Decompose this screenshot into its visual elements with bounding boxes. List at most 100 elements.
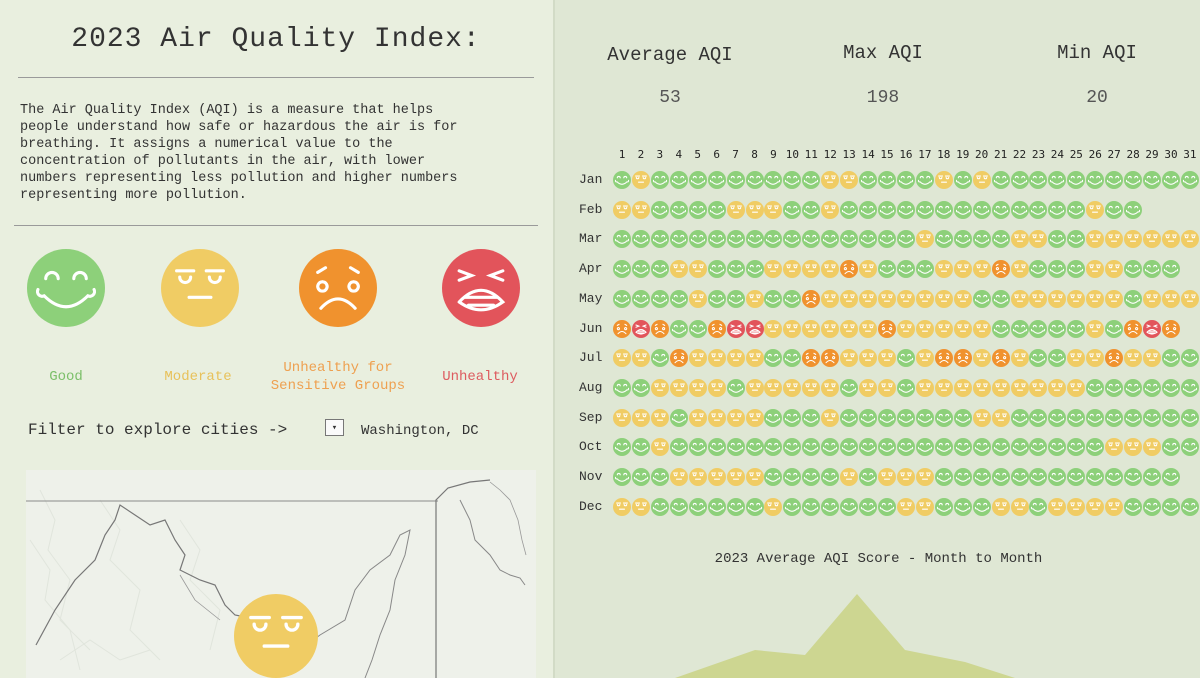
selected-city[interactable]: Washington, DC	[361, 423, 479, 439]
day-aqi-moderate-icon[interactable]	[878, 378, 897, 397]
day-aqi-good-icon[interactable]	[688, 230, 707, 249]
day-aqi-good-icon[interactable]	[707, 289, 726, 308]
day-aqi-usg-icon[interactable]	[802, 289, 821, 308]
day-aqi-good-icon[interactable]	[991, 200, 1010, 219]
day-aqi-good-icon[interactable]	[783, 438, 802, 457]
day-aqi-good-icon[interactable]	[1029, 408, 1048, 427]
day-aqi-good-icon[interactable]	[859, 230, 878, 249]
day-aqi-good-icon[interactable]	[745, 171, 764, 189]
day-aqi-good-icon[interactable]	[859, 200, 878, 219]
day-aqi-good-icon[interactable]	[934, 497, 953, 516]
day-aqi-moderate-icon[interactable]	[915, 319, 934, 338]
day-aqi-good-icon[interactable]	[764, 438, 783, 457]
day-aqi-good-icon[interactable]	[802, 200, 821, 219]
day-aqi-moderate-icon[interactable]	[1067, 378, 1086, 397]
day-aqi-moderate-icon[interactable]	[821, 408, 840, 427]
day-aqi-moderate-icon[interactable]	[1105, 438, 1124, 457]
day-aqi-moderate-icon[interactable]	[764, 319, 783, 338]
day-aqi-usg-icon[interactable]	[1105, 349, 1124, 368]
day-aqi-good-icon[interactable]	[1029, 468, 1048, 486]
day-aqi-moderate-icon[interactable]	[840, 349, 859, 368]
day-aqi-good-icon[interactable]	[707, 438, 726, 457]
day-aqi-moderate-icon[interactable]	[972, 349, 991, 368]
day-aqi-good-icon[interactable]	[1067, 468, 1086, 486]
day-aqi-moderate-icon[interactable]	[631, 408, 650, 427]
day-aqi-good-icon[interactable]	[1067, 438, 1086, 457]
day-aqi-good-icon[interactable]	[840, 200, 859, 219]
day-aqi-moderate-icon[interactable]	[1010, 378, 1029, 397]
day-aqi-good-icon[interactable]	[707, 497, 726, 516]
day-aqi-moderate-icon[interactable]	[1010, 497, 1029, 516]
city-aqi-marker[interactable]	[234, 594, 318, 678]
day-aqi-good-icon[interactable]	[1143, 497, 1162, 516]
day-aqi-good-icon[interactable]	[1124, 468, 1143, 486]
day-aqi-usg-icon[interactable]	[669, 349, 688, 368]
day-aqi-good-icon[interactable]	[726, 171, 745, 189]
day-aqi-moderate-icon[interactable]	[1086, 319, 1105, 338]
day-aqi-moderate-icon[interactable]	[669, 378, 688, 397]
day-aqi-good-icon[interactable]	[1010, 468, 1029, 486]
day-aqi-good-icon[interactable]	[764, 408, 783, 427]
day-aqi-good-icon[interactable]	[934, 468, 953, 486]
day-aqi-moderate-icon[interactable]	[745, 468, 764, 486]
day-aqi-unhealthy-icon[interactable]	[726, 319, 745, 338]
day-aqi-good-icon[interactable]	[1048, 438, 1067, 457]
day-aqi-moderate-icon[interactable]	[1048, 378, 1067, 397]
day-aqi-good-icon[interactable]	[631, 468, 650, 486]
day-aqi-good-icon[interactable]	[1029, 349, 1048, 368]
day-aqi-good-icon[interactable]	[915, 408, 934, 427]
day-aqi-good-icon[interactable]	[1048, 260, 1067, 279]
day-aqi-moderate-icon[interactable]	[613, 408, 631, 427]
day-aqi-moderate-icon[interactable]	[1105, 497, 1124, 516]
day-aqi-good-icon[interactable]	[1161, 408, 1180, 427]
day-aqi-moderate-icon[interactable]	[991, 378, 1010, 397]
day-aqi-good-icon[interactable]	[764, 171, 783, 189]
day-aqi-moderate-icon[interactable]	[1180, 230, 1199, 249]
day-aqi-moderate-icon[interactable]	[934, 378, 953, 397]
day-aqi-good-icon[interactable]	[896, 438, 915, 457]
day-aqi-moderate-icon[interactable]	[669, 468, 688, 486]
day-aqi-unhealthy-icon[interactable]	[1143, 319, 1162, 338]
day-aqi-good-icon[interactable]	[991, 289, 1010, 308]
day-aqi-good-icon[interactable]	[1180, 349, 1199, 368]
day-aqi-good-icon[interactable]	[821, 468, 840, 486]
day-aqi-good-icon[interactable]	[1029, 438, 1048, 457]
day-aqi-good-icon[interactable]	[991, 319, 1010, 338]
day-aqi-good-icon[interactable]	[1010, 438, 1029, 457]
day-aqi-good-icon[interactable]	[878, 438, 897, 457]
day-aqi-moderate-icon[interactable]	[726, 408, 745, 427]
day-aqi-moderate-icon[interactable]	[972, 260, 991, 279]
day-aqi-good-icon[interactable]	[821, 438, 840, 457]
day-aqi-moderate-icon[interactable]	[802, 378, 821, 397]
day-aqi-moderate-icon[interactable]	[745, 200, 764, 219]
day-aqi-good-icon[interactable]	[821, 497, 840, 516]
day-aqi-good-icon[interactable]	[1010, 171, 1029, 189]
day-aqi-moderate-icon[interactable]	[745, 408, 764, 427]
day-aqi-moderate-icon[interactable]	[783, 319, 802, 338]
day-aqi-moderate-icon[interactable]	[915, 378, 934, 397]
day-aqi-moderate-icon[interactable]	[821, 260, 840, 279]
day-aqi-good-icon[interactable]	[878, 408, 897, 427]
day-aqi-good-icon[interactable]	[669, 200, 688, 219]
day-aqi-good-icon[interactable]	[688, 319, 707, 338]
day-aqi-good-icon[interactable]	[859, 438, 878, 457]
day-aqi-usg-icon[interactable]	[991, 260, 1010, 279]
day-aqi-good-icon[interactable]	[669, 319, 688, 338]
day-aqi-good-icon[interactable]	[802, 408, 821, 427]
day-aqi-good-icon[interactable]	[840, 497, 859, 516]
day-aqi-good-icon[interactable]	[1143, 260, 1162, 279]
day-aqi-usg-icon[interactable]	[991, 349, 1010, 368]
day-aqi-good-icon[interactable]	[613, 171, 631, 189]
day-aqi-good-icon[interactable]	[1048, 349, 1067, 368]
day-aqi-good-icon[interactable]	[1143, 468, 1162, 486]
day-aqi-moderate-icon[interactable]	[613, 349, 631, 368]
day-aqi-good-icon[interactable]	[745, 230, 764, 249]
day-aqi-moderate-icon[interactable]	[915, 230, 934, 249]
day-aqi-moderate-icon[interactable]	[688, 349, 707, 368]
day-aqi-good-icon[interactable]	[1067, 171, 1086, 189]
day-aqi-moderate-icon[interactable]	[1124, 438, 1143, 457]
day-aqi-good-icon[interactable]	[1105, 171, 1124, 189]
day-aqi-moderate-icon[interactable]	[953, 319, 972, 338]
day-aqi-good-icon[interactable]	[745, 438, 764, 457]
day-aqi-good-icon[interactable]	[859, 408, 878, 427]
